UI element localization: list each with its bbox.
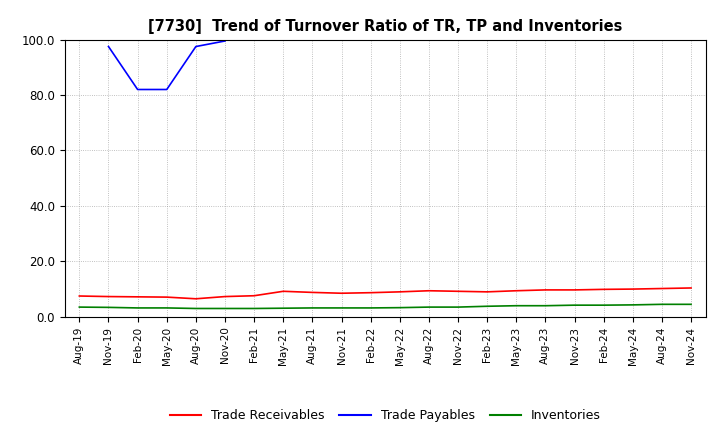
Title: [7730]  Trend of Turnover Ratio of TR, TP and Inventories: [7730] Trend of Turnover Ratio of TR, TP… (148, 19, 622, 34)
Legend: Trade Receivables, Trade Payables, Inventories: Trade Receivables, Trade Payables, Inven… (165, 404, 606, 427)
